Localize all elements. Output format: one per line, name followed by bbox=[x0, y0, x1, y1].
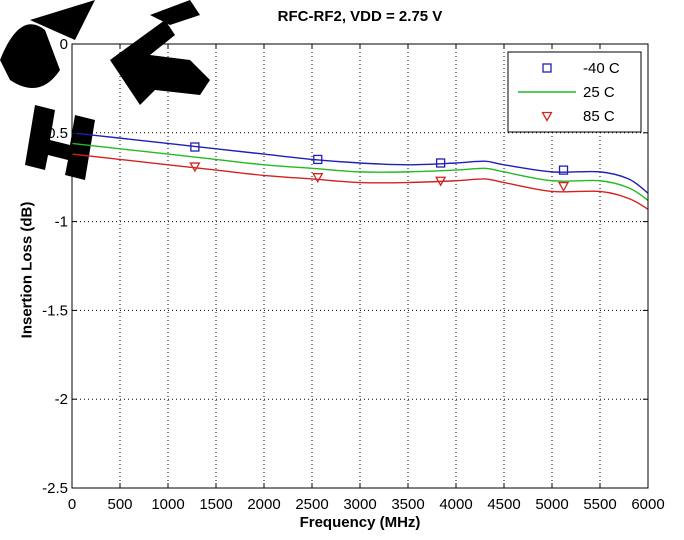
legend-label: 25 C bbox=[583, 84, 615, 101]
x-tick-label: 5000 bbox=[535, 496, 568, 513]
series-marker-2 bbox=[557, 181, 570, 192]
y-tick-label: -2 bbox=[55, 391, 68, 408]
tick-labels: 0 500 1000 1500 2000 2500 3000 3500 4000 4500 5000… bbox=[42, 36, 665, 513]
x-tick-label: 3000 bbox=[343, 496, 376, 513]
axes bbox=[71, 43, 649, 489]
legend-label: 85 C bbox=[583, 108, 615, 125]
x-tick-label: 2500 bbox=[295, 496, 328, 513]
x-tick-label: 0 bbox=[68, 496, 76, 513]
x-tick-label: 4000 bbox=[439, 496, 472, 513]
series-marker-2 bbox=[435, 176, 447, 187]
grid-lines bbox=[72, 44, 648, 488]
series-markers bbox=[189, 142, 570, 192]
x-tick-label: 1000 bbox=[151, 496, 184, 513]
x-tick-label: 3500 bbox=[391, 496, 424, 513]
y-tick-label: -1.5 bbox=[42, 302, 68, 319]
chart-title: RFC-RF2, VDD = 2.75 V bbox=[277, 8, 443, 25]
series-marker-2 bbox=[312, 173, 324, 184]
series-marker-0 bbox=[435, 158, 446, 168]
series-line-2 bbox=[71, 153, 649, 210]
x-axis-label: Frequency (MHz) bbox=[299, 514, 421, 531]
y-tick-label: 0 bbox=[60, 36, 68, 53]
series-lines bbox=[71, 132, 649, 210]
legend-marker-2 bbox=[541, 111, 553, 122]
series-marker-2 bbox=[189, 162, 201, 173]
watermark-graphic bbox=[0, 0, 210, 180]
x-tick-label: 2000 bbox=[247, 496, 280, 513]
series-marker-0 bbox=[313, 154, 323, 165]
series-line-0 bbox=[71, 132, 649, 194]
y-tick-label: -0.5 bbox=[42, 125, 68, 142]
legend-label: -40 C bbox=[583, 60, 620, 77]
x-tick-label: 6000 bbox=[631, 496, 664, 513]
x-tick-label: 4500 bbox=[487, 496, 520, 513]
series-marker-0 bbox=[558, 165, 569, 175]
y-tick-label: -2.5 bbox=[42, 480, 68, 497]
series-line-1 bbox=[71, 142, 649, 201]
legend-marker-0 bbox=[542, 63, 552, 73]
x-tick-label: 500 bbox=[107, 496, 132, 513]
x-tick-label: 1500 bbox=[199, 496, 232, 513]
series-marker-0 bbox=[190, 142, 200, 152]
legend: -40 C 25 C 85 C bbox=[507, 51, 642, 133]
y-tick-label: -1 bbox=[55, 214, 68, 231]
x-tick-label: 5500 bbox=[583, 496, 616, 513]
